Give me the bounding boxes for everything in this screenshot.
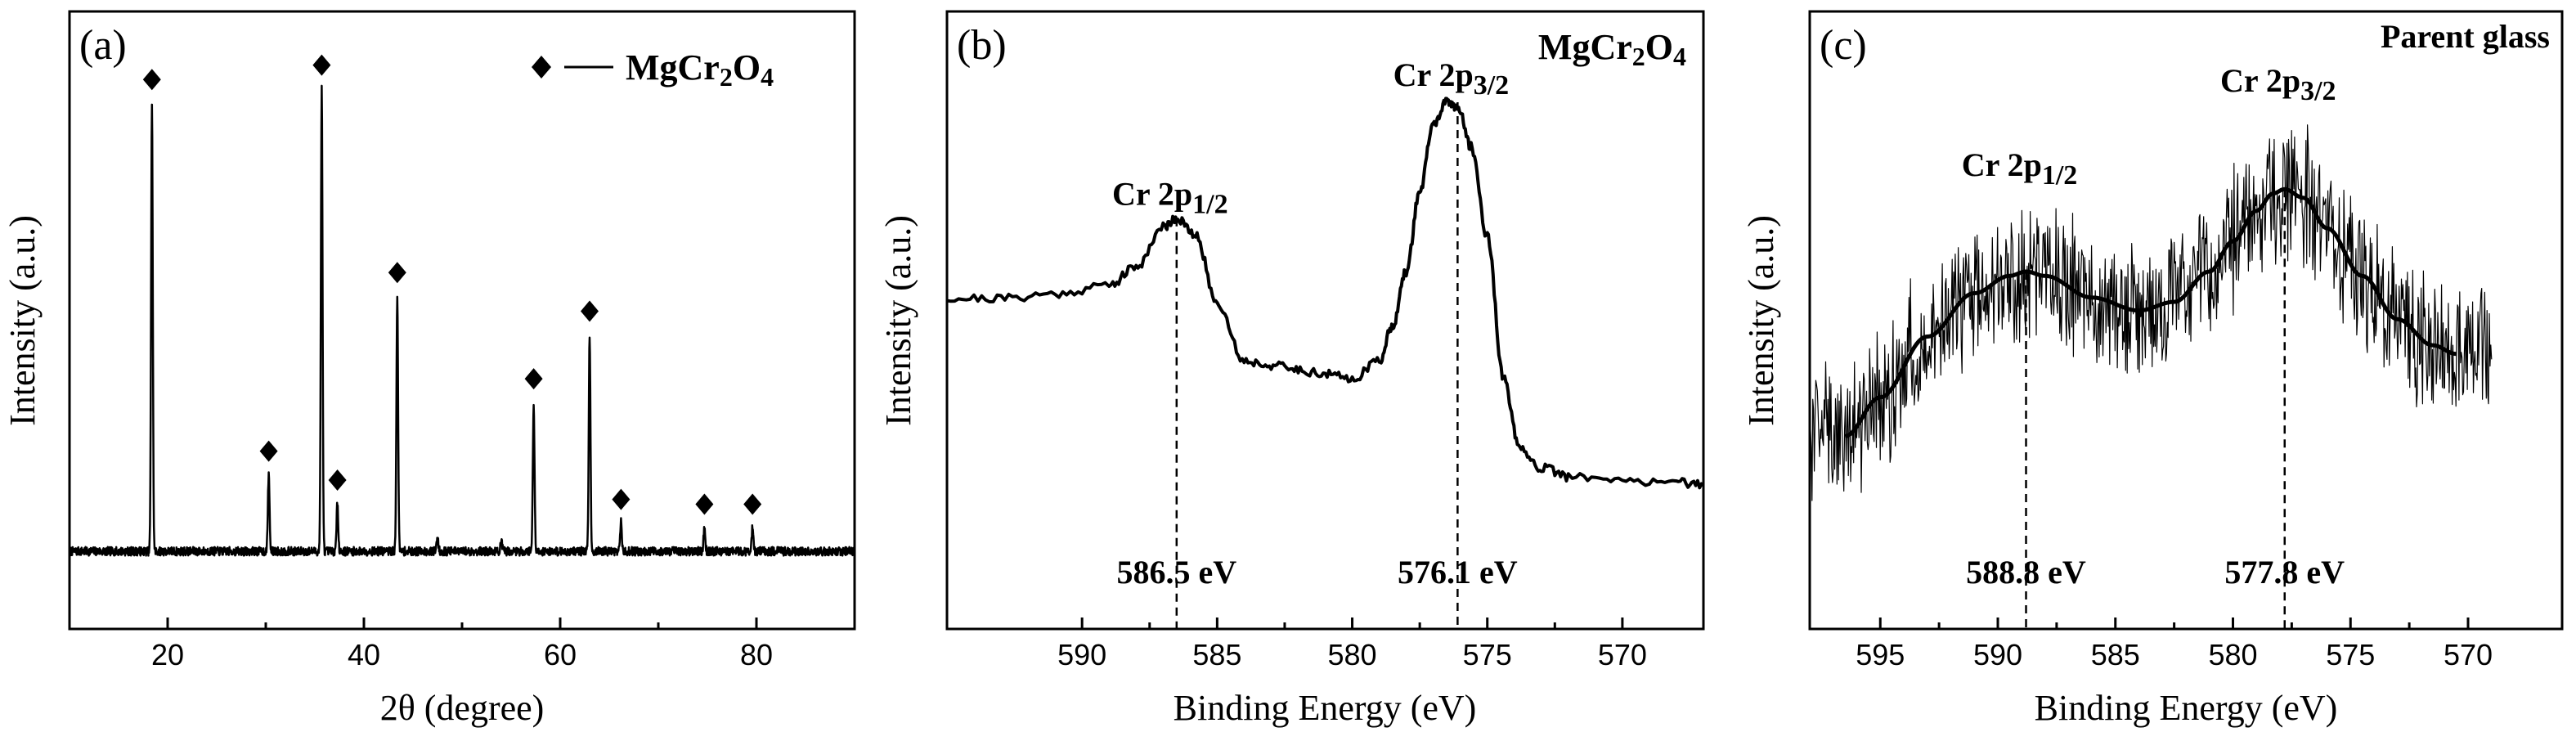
peak-label-sub: 1/2 <box>2042 160 2077 191</box>
b-tick-label-570: 570 <box>1598 638 1647 671</box>
panel-c-xticks: 595 590 585 580 575 570 <box>1856 617 2493 671</box>
peak-label-588.8: Cr 2p1/2 <box>1962 146 2078 191</box>
peak-label-sub: 3/2 <box>1474 70 1509 101</box>
panel-a-xlabel: 2θ (degree) <box>380 688 545 728</box>
peak-label-586.5: Cr 2p1/2 <box>1112 176 1228 220</box>
c-tick-label-575: 575 <box>2326 638 2375 671</box>
panel-c-title: Parent glass <box>2381 18 2550 55</box>
panel-a-xticks: 20 40 60 80 <box>151 617 773 671</box>
peak-diamond-icon <box>612 488 631 510</box>
peak-label-main: Cr 2p <box>2220 62 2300 99</box>
peak-diamond-icon <box>142 69 161 91</box>
legend-diamond-icon <box>532 56 551 79</box>
c-tick-label-590: 590 <box>1973 638 2022 671</box>
panel-b-xticks: 590 585 580 575 570 <box>1057 617 1647 671</box>
peak-diamond-icon <box>524 368 543 390</box>
panel-b-spectrum <box>946 97 1705 490</box>
panel-b-label: (b) <box>957 22 1007 69</box>
panel-c-xlabel: Binding Energy (eV) <box>2035 688 2338 728</box>
a-tick-label-60: 60 <box>544 638 577 671</box>
b-tick-label-585: 585 <box>1192 638 1241 671</box>
peak-label-sub: 3/2 <box>2300 76 2336 106</box>
c-tick-label-570: 570 <box>2444 638 2493 671</box>
peak-diamond-icon <box>312 54 331 76</box>
b-tick-label-590: 590 <box>1057 638 1106 671</box>
a-tick-label-80: 80 <box>740 638 773 671</box>
peak-label-main: Cr 2p <box>1962 146 2042 183</box>
peak-value-586.5: 586.5 eV <box>1116 554 1236 591</box>
panel-b-title: MgCr2O4 <box>1538 27 1686 71</box>
a-tick-label-40: 40 <box>348 638 380 671</box>
peak-label-sub: 1/2 <box>1192 190 1227 220</box>
peak-diamond-icon <box>695 493 714 515</box>
panel-b-xlabel: Binding Energy (eV) <box>1174 688 1477 728</box>
panel-c-raw-spectrum <box>1809 124 2493 501</box>
c-tick-label-595: 595 <box>1856 638 1905 671</box>
peak-label-577.8: Cr 2p3/2 <box>2220 62 2336 106</box>
panel-c: (c) Parent glass 595 590 585 580 575 570 Cr 2… <box>1741 10 2564 728</box>
peak-value-576.1: 576.1 eV <box>1398 554 1518 591</box>
peak-label-main: Cr 2p <box>1112 176 1192 213</box>
peak-diamond-icon <box>388 262 406 284</box>
panel-a-legend: MgCr2O4 <box>532 47 774 92</box>
peak-value-577.8: 577.8 eV <box>2224 554 2345 591</box>
panel-b: (b) MgCr2O4 590 585 580 575 570 Cr 2p1/2586.… <box>878 10 1705 728</box>
peak-value-588.8: 588.8 eV <box>1966 554 2086 591</box>
c-tick-label-580: 580 <box>2208 638 2257 671</box>
panel-c-ylabel: Intensity (a.u.) <box>1741 215 1781 426</box>
panel-c-frame <box>1808 10 2564 631</box>
panel-a-frame <box>68 10 856 631</box>
xrd-pattern-line <box>68 84 856 557</box>
panel-b-ylabel: Intensity (a.u.) <box>878 215 918 426</box>
b-tick-label-580: 580 <box>1327 638 1376 671</box>
panel-b-frame <box>945 10 1705 631</box>
xps-spectrum-line <box>946 97 1705 490</box>
panel-c-fit-curve <box>1844 186 2457 438</box>
b-tick-label-575: 575 <box>1463 638 1512 671</box>
panel-a-pattern <box>68 84 856 557</box>
peak-diamond-icon <box>259 440 278 462</box>
legend-label: MgCr2O4 <box>626 47 774 92</box>
panel-a-label: (a) <box>79 22 127 69</box>
peak-diamond-icon <box>581 300 599 322</box>
panel-c-label: (c) <box>1820 22 1867 69</box>
raw-spectrum-line <box>1809 124 2493 501</box>
c-tick-label-585: 585 <box>2091 638 2140 671</box>
fit-curve-line <box>1844 186 2457 438</box>
peak-diamond-icon <box>743 493 762 515</box>
panel-a: (a) 20 40 60 80 MgCr2O4 2θ (degree) Intensi… <box>2 10 856 728</box>
peak-label-main: Cr 2p <box>1393 56 1474 93</box>
a-tick-label-20: 20 <box>151 638 184 671</box>
panel-a-peak-markers <box>142 54 762 515</box>
peak-diamond-icon <box>328 469 347 491</box>
panel-a-ylabel: Intensity (a.u.) <box>2 215 43 426</box>
peak-label-576.1: Cr 2p3/2 <box>1393 56 1510 101</box>
